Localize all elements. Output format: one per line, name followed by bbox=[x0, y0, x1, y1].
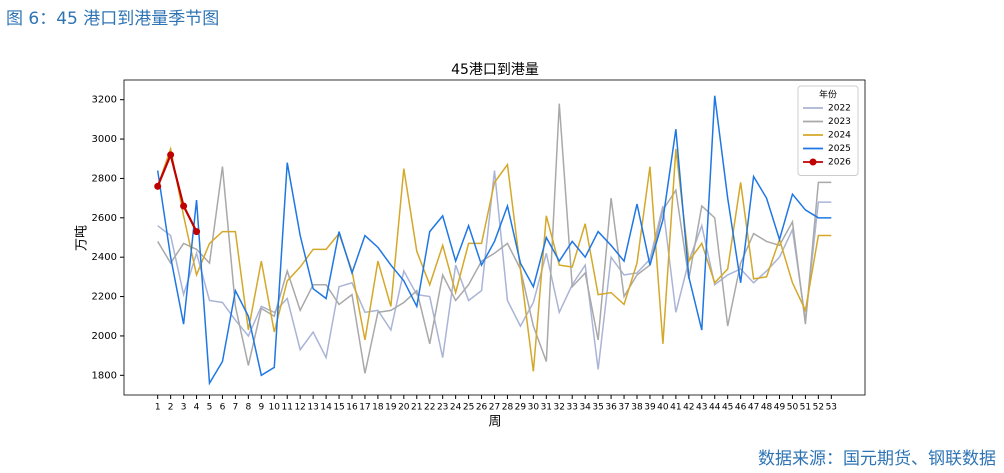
footer-source: 数据来源：国元期货、钢联数据 bbox=[758, 449, 996, 469]
x-tick-label: 40 bbox=[657, 403, 669, 413]
series-line bbox=[156, 95, 832, 386]
x-tick-label: 2 bbox=[168, 403, 174, 413]
legend-label: 2023 bbox=[828, 117, 851, 127]
x-tick-label: 29 bbox=[515, 403, 527, 413]
header-title: 图 6：45 港口到港量季节图 bbox=[6, 9, 220, 29]
x-tick-label: 3 bbox=[181, 403, 187, 413]
chart-title: 45港口到港量 bbox=[451, 62, 539, 78]
series-line bbox=[156, 146, 832, 372]
x-tick-label: 41 bbox=[670, 403, 681, 413]
x-tick-label: 7 bbox=[233, 403, 239, 413]
legend-label: 2026 bbox=[828, 158, 851, 168]
x-tick-label: 21 bbox=[411, 403, 422, 413]
y-tick-label: 2400 bbox=[92, 252, 117, 263]
x-tick-label: 18 bbox=[372, 403, 384, 413]
x-tick-label: 52 bbox=[813, 403, 824, 413]
series-line bbox=[156, 151, 198, 233]
x-tick-label: 51 bbox=[800, 403, 811, 413]
x-tick-label: 17 bbox=[359, 403, 370, 413]
x-tick-label: 44 bbox=[709, 403, 721, 413]
x-tick-label: 53 bbox=[826, 403, 837, 413]
x-tick-label: 22 bbox=[424, 403, 435, 413]
x-tick-label: 9 bbox=[258, 403, 264, 413]
x-tick-label: 46 bbox=[735, 403, 747, 413]
x-tick-label: 48 bbox=[761, 403, 773, 413]
x-tick-label: 35 bbox=[592, 403, 603, 413]
x-tick-label: 5 bbox=[207, 403, 213, 413]
y-tick-label: 2000 bbox=[92, 331, 117, 342]
x-tick-label: 38 bbox=[631, 403, 643, 413]
x-tick-label: 43 bbox=[696, 403, 707, 413]
x-tick-label: 34 bbox=[579, 403, 591, 413]
x-tick-label: 6 bbox=[220, 403, 226, 413]
x-tick-label: 13 bbox=[307, 403, 318, 413]
x-tick-label: 36 bbox=[605, 403, 617, 413]
x-tick-label: 24 bbox=[450, 403, 462, 413]
x-tick-label: 20 bbox=[398, 403, 410, 413]
x-tick-label: 50 bbox=[787, 403, 799, 413]
x-tick-label: 33 bbox=[567, 403, 578, 413]
x-tick-label: 27 bbox=[489, 403, 500, 413]
x-tick-label: 47 bbox=[748, 403, 759, 413]
x-tick-label: 14 bbox=[320, 403, 332, 413]
y-tick-label: 1800 bbox=[92, 370, 117, 381]
x-tick-label: 11 bbox=[282, 403, 293, 413]
x-tick-label: 12 bbox=[294, 403, 305, 413]
series-marker bbox=[154, 182, 162, 190]
x-tick-label: 25 bbox=[463, 403, 474, 413]
x-tick-label: 10 bbox=[269, 403, 281, 413]
x-tick-label: 16 bbox=[346, 403, 358, 413]
y-tick-label: 2800 bbox=[92, 173, 117, 184]
y-tick-label: 3000 bbox=[92, 134, 117, 145]
y-tick-label: 2200 bbox=[92, 292, 117, 303]
legend-marker bbox=[809, 158, 817, 166]
x-tick-label: 37 bbox=[618, 403, 629, 413]
series-marker bbox=[193, 228, 201, 236]
x-tick-label: 4 bbox=[194, 403, 200, 413]
x-tick-label: 31 bbox=[541, 403, 552, 413]
x-tick-label: 8 bbox=[245, 403, 251, 413]
legend-title: 年份 bbox=[819, 89, 837, 101]
series-marker bbox=[167, 151, 175, 159]
x-tick-label: 19 bbox=[385, 403, 397, 413]
y-axis-label: 万吨 bbox=[75, 225, 90, 251]
x-tick-label: 30 bbox=[528, 403, 540, 413]
series-marker bbox=[180, 202, 188, 210]
x-axis-label: 周 bbox=[488, 415, 501, 430]
x-tick-label: 39 bbox=[644, 403, 656, 413]
legend-label: 2025 bbox=[828, 144, 851, 154]
x-tick-label: 49 bbox=[774, 403, 786, 413]
chart: 45港口到港量 周 万吨 1800 2000 2200 2400 2600 2800 300… bbox=[75, 62, 866, 430]
x-tick-label: 42 bbox=[683, 403, 694, 413]
legend-label: 2022 bbox=[828, 104, 851, 114]
series-line bbox=[157, 170, 832, 370]
y-tick-label: 3200 bbox=[92, 95, 117, 106]
x-tick-label: 26 bbox=[476, 403, 488, 413]
x-tick-label: 45 bbox=[722, 403, 733, 413]
plot-frame bbox=[123, 79, 866, 396]
x-tick-label: 23 bbox=[437, 403, 448, 413]
series-line bbox=[157, 103, 832, 374]
legend-label: 2024 bbox=[828, 131, 851, 141]
x-tick-label: 32 bbox=[554, 403, 565, 413]
x-tick-label: 1 bbox=[155, 403, 161, 413]
y-tick-label: 2600 bbox=[92, 213, 117, 224]
x-tick-label: 15 bbox=[333, 403, 344, 413]
x-tick-label: 28 bbox=[502, 403, 514, 413]
